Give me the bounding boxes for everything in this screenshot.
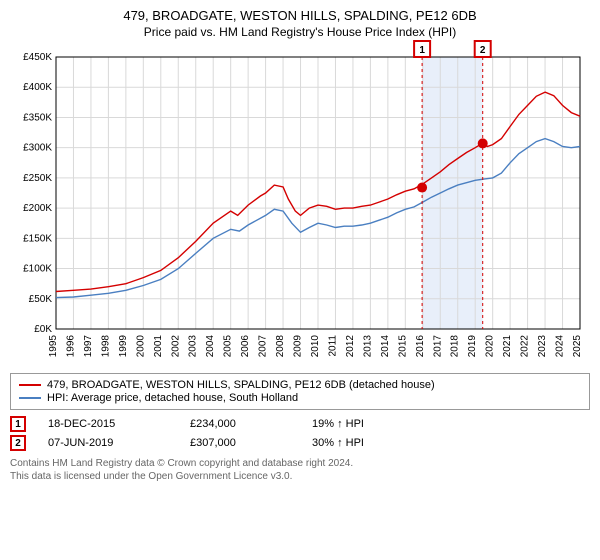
svg-text:1995: 1995 <box>48 335 59 358</box>
marker-2: 2 <box>10 435 26 451</box>
svg-text:2022: 2022 <box>520 335 531 358</box>
svg-text:1996: 1996 <box>65 335 76 358</box>
data-point-rows: 1 18-DEC-2015 £234,000 19% ↑ HPI 2 07-JU… <box>10 416 590 451</box>
data-diff: 30% ↑ HPI <box>312 437 412 449</box>
price-chart: £0K £50K £100K £150K £200K £250K £300K £350K £40… <box>10 39 590 369</box>
svg-text:2020: 2020 <box>485 335 496 358</box>
svg-text:2014: 2014 <box>380 335 391 358</box>
svg-text:£300K: £300K <box>23 143 52 154</box>
svg-text:2012: 2012 <box>345 335 356 358</box>
legend-item-1: 479, BROADGATE, WESTON HILLS, SPALDING, … <box>19 379 581 391</box>
svg-text:£250K: £250K <box>23 173 52 184</box>
svg-text:2004: 2004 <box>205 335 216 358</box>
svg-text:2009: 2009 <box>293 335 304 358</box>
svg-text:2000: 2000 <box>135 335 146 358</box>
svg-text:2006: 2006 <box>240 335 251 358</box>
svg-text:£150K: £150K <box>23 233 52 244</box>
svg-text:£400K: £400K <box>23 82 52 93</box>
svg-text:1998: 1998 <box>100 335 111 358</box>
svg-text:2002: 2002 <box>170 335 181 358</box>
data-price: £307,000 <box>190 437 290 449</box>
svg-text:2003: 2003 <box>188 335 199 358</box>
footer-attribution: Contains HM Land Registry data © Crown c… <box>10 457 590 483</box>
data-price: £234,000 <box>190 418 290 430</box>
svg-text:1997: 1997 <box>83 335 94 358</box>
svg-text:£50K: £50K <box>29 294 53 305</box>
svg-text:2: 2 <box>480 45 486 56</box>
svg-text:2018: 2018 <box>450 335 461 358</box>
svg-text:2007: 2007 <box>258 335 269 358</box>
svg-text:1999: 1999 <box>118 335 129 358</box>
svg-text:2024: 2024 <box>555 335 566 358</box>
svg-text:2011: 2011 <box>327 335 338 357</box>
marker-1: 1 <box>10 416 26 432</box>
svg-text:2010: 2010 <box>310 335 321 358</box>
svg-text:2005: 2005 <box>223 335 234 358</box>
data-point-row-1: 1 18-DEC-2015 £234,000 19% ↑ HPI <box>10 416 590 432</box>
legend: 479, BROADGATE, WESTON HILLS, SPALDING, … <box>10 373 590 410</box>
legend-label: HPI: Average price, detached house, Sout… <box>47 392 298 404</box>
data-diff: 19% ↑ HPI <box>312 418 412 430</box>
data-point-row-2: 2 07-JUN-2019 £307,000 30% ↑ HPI <box>10 435 590 451</box>
svg-text:1: 1 <box>419 45 425 56</box>
data-date: 07-JUN-2019 <box>48 437 168 449</box>
page-subtitle: Price paid vs. HM Land Registry's House … <box>10 25 590 39</box>
svg-text:2015: 2015 <box>397 335 408 358</box>
svg-text:£350K: £350K <box>23 112 52 123</box>
svg-text:2025: 2025 <box>572 335 583 358</box>
svg-text:£200K: £200K <box>23 203 52 214</box>
svg-text:2019: 2019 <box>467 335 478 358</box>
svg-text:2001: 2001 <box>153 335 164 358</box>
svg-text:2016: 2016 <box>415 335 426 358</box>
legend-item-2: HPI: Average price, detached house, Sout… <box>19 392 581 404</box>
svg-text:2021: 2021 <box>502 335 513 358</box>
svg-text:2017: 2017 <box>432 335 443 358</box>
page-title: 479, BROADGATE, WESTON HILLS, SPALDING, … <box>10 8 590 23</box>
legend-label: 479, BROADGATE, WESTON HILLS, SPALDING, … <box>47 379 435 391</box>
svg-text:2008: 2008 <box>275 335 286 358</box>
data-date: 18-DEC-2015 <box>48 418 168 430</box>
svg-text:£100K: £100K <box>23 264 52 275</box>
svg-text:£450K: £450K <box>23 52 52 63</box>
svg-text:2023: 2023 <box>537 335 548 358</box>
svg-text:£0K: £0K <box>34 324 52 335</box>
svg-text:2013: 2013 <box>362 335 373 358</box>
